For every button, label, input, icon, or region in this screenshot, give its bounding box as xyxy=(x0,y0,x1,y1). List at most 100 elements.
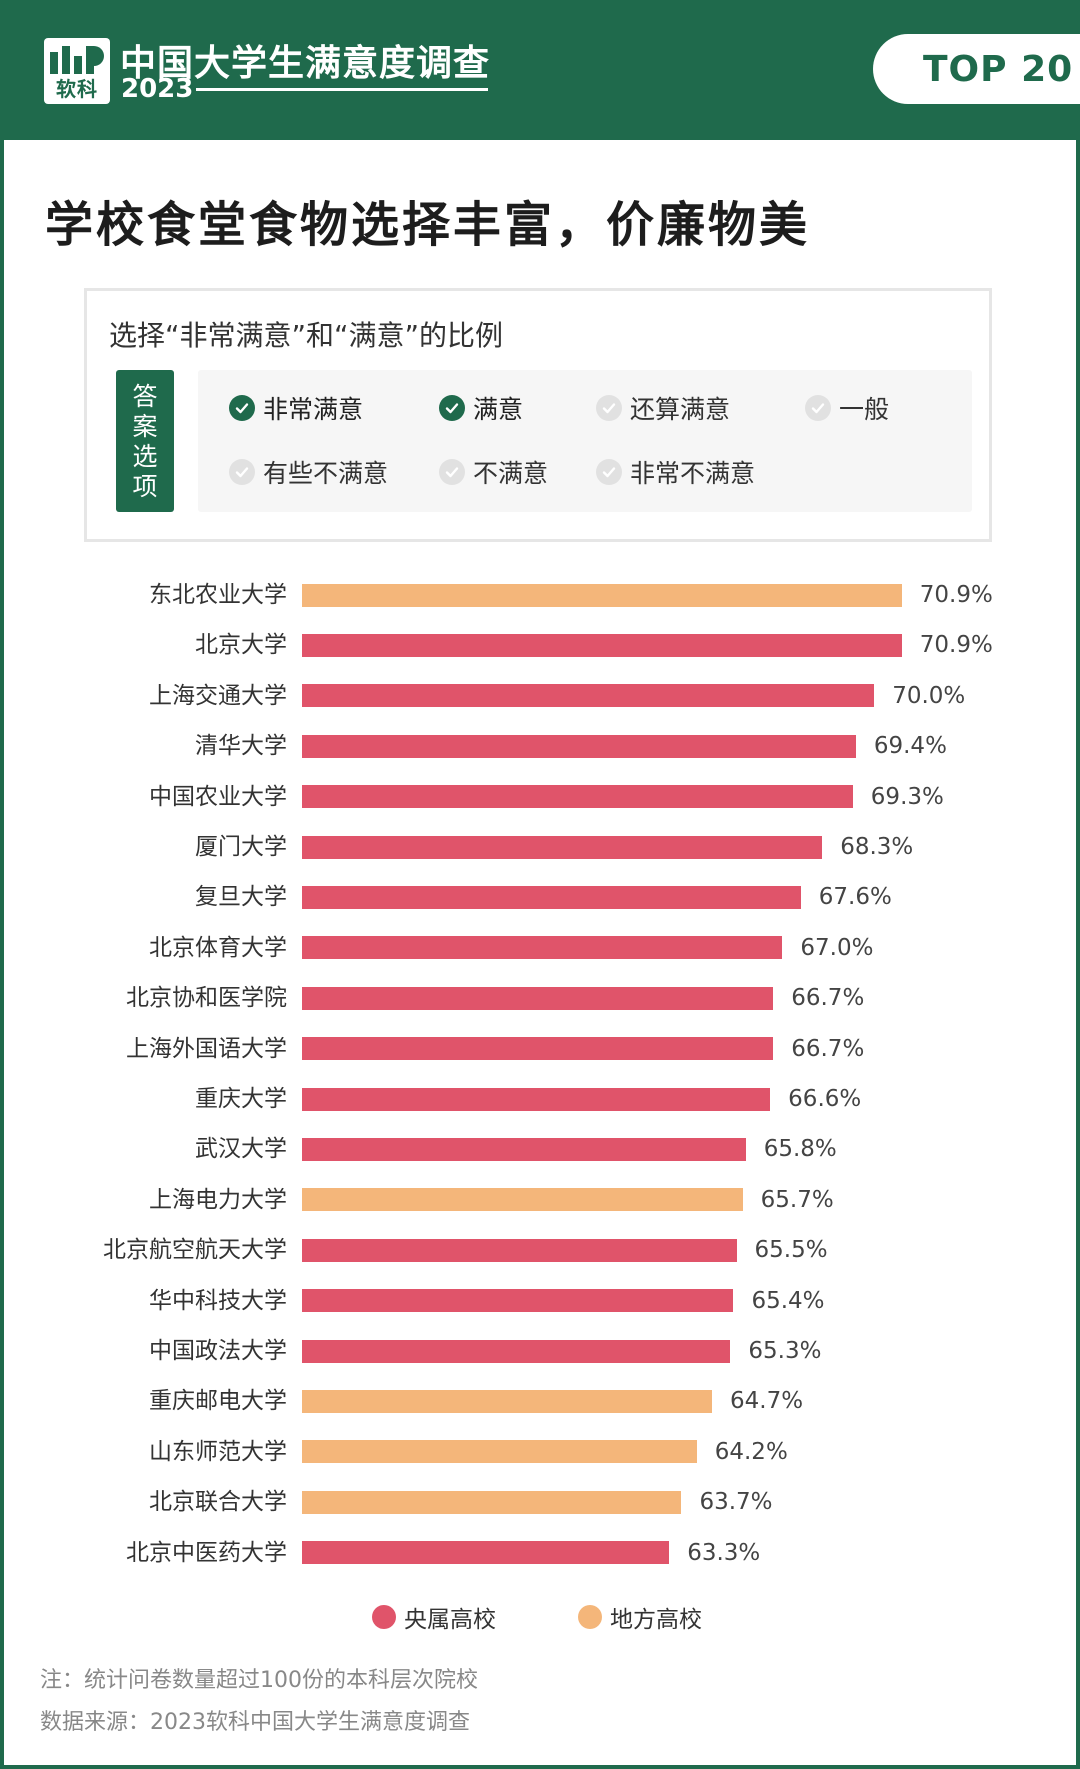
bar xyxy=(302,1188,743,1212)
bar-category-label: 中国政法大学 xyxy=(149,1338,287,1364)
bar-value-label: 67.6% xyxy=(818,884,892,911)
bar xyxy=(302,885,801,909)
bar-value-label: 64.2% xyxy=(714,1438,788,1465)
bar-value-label: 68.3% xyxy=(840,834,914,860)
bar xyxy=(302,1238,737,1262)
option-label: 满意 xyxy=(473,395,524,424)
bar-category-label: 重庆大学 xyxy=(195,1086,287,1112)
answer-options-tag: 答 案 选 项 xyxy=(116,370,174,512)
bar-value-label: 63.7% xyxy=(699,1489,773,1516)
header: 软科 中国大学生满意度调查 2023 TOP 20 xyxy=(0,0,1080,140)
check-circle-icon xyxy=(596,395,622,421)
option-fairly-satisfied: 还算满意 xyxy=(596,390,730,426)
bar-value-label: 63.3% xyxy=(687,1539,761,1566)
bar-value-label: 66.7% xyxy=(791,1035,865,1062)
bar-category-label: 武汉大学 xyxy=(195,1136,287,1163)
options-title: 选择“非常满意”和“满意”的比例 xyxy=(109,319,504,352)
top-badge-label: TOP 20 xyxy=(923,49,1074,90)
bar-value-label: 69.3% xyxy=(870,783,944,810)
bar-category-label: 上海电力大学 xyxy=(149,1186,287,1213)
bar-value-label: 70.9% xyxy=(919,632,993,659)
footnote: 注：统计问卷数量超过100份的本科层次院校 xyxy=(40,1668,478,1693)
tag-char: 答 xyxy=(132,382,158,411)
bar-category-label: 上海交通大学 xyxy=(149,682,287,709)
option-very-dissatisfied: 非常不满意 xyxy=(596,454,755,490)
bar-category-label: 上海外国语大学 xyxy=(126,1035,287,1062)
bar-category-label: 清华大学 xyxy=(195,733,287,760)
logo-text: 软科 xyxy=(56,77,98,101)
option-satisfied: 满意 xyxy=(439,390,523,426)
legend-item-central: 央属高校 xyxy=(372,1600,496,1634)
bar xyxy=(302,1490,682,1514)
bar-value-label: 65.7% xyxy=(760,1186,834,1213)
bar-chart: 东北农业大学 70.9% 北京大学 70.9% 上海交通大学 70.0% 清华大学 69.4%… xyxy=(4,140,1076,1765)
legend-swatch-local xyxy=(578,1605,602,1629)
bar-category-label: 厦门大学 xyxy=(195,834,287,860)
bar-category-label: 东北农业大学 xyxy=(149,582,287,608)
bar-category-label: 华中科技大学 xyxy=(149,1287,287,1314)
page-title: 学校食堂食物选择丰富，价廉物美 xyxy=(45,197,811,253)
check-circle-icon xyxy=(805,395,831,421)
tag-char: 案 xyxy=(132,412,158,441)
bar xyxy=(302,1289,734,1313)
bar-value-label: 64.7% xyxy=(730,1388,804,1415)
survey-title: 中国大学生满意度调查 xyxy=(120,43,491,84)
legend-item-local: 地方高校 xyxy=(578,1600,702,1634)
bar xyxy=(302,936,783,960)
bar xyxy=(302,785,853,809)
bar-value-label: 66.7% xyxy=(791,985,865,1012)
bar xyxy=(302,986,774,1010)
bar-value-label: 67.0% xyxy=(800,934,874,961)
bar xyxy=(302,583,902,607)
content-card: 学校食堂食物选择丰富，价廉物美 选择“非常满意”和“满意”的比例 答 案 选 项… xyxy=(4,140,1076,1765)
option-label: 一般 xyxy=(839,395,890,424)
bar-value-label: 70.9% xyxy=(919,582,993,608)
option-somewhat-dissatisfied: 有些不满意 xyxy=(229,454,388,490)
bar-value-label: 66.6% xyxy=(788,1086,862,1112)
check-circle-icon xyxy=(439,395,465,421)
bar xyxy=(302,1087,771,1111)
bar-value-label: 65.5% xyxy=(754,1237,828,1264)
bar-value-label: 70.0% xyxy=(892,682,966,709)
bar xyxy=(302,1137,746,1161)
bar-category-label: 北京体育大学 xyxy=(149,934,287,961)
option-label: 非常满意 xyxy=(263,395,364,424)
bar xyxy=(302,734,856,758)
tag-char: 项 xyxy=(132,472,158,501)
shanghairanking-logo xyxy=(44,38,110,104)
bar-category-label: 北京航空航天大学 xyxy=(103,1237,287,1264)
data-source: 数据来源：2023软科中国大学生满意度调查 xyxy=(40,1710,470,1735)
bar-value-label: 65.3% xyxy=(748,1338,822,1364)
bar xyxy=(302,684,875,708)
bar xyxy=(302,1339,731,1363)
bar-value-label: 69.4% xyxy=(873,733,947,760)
bar-category-label: 北京联合大学 xyxy=(149,1489,287,1516)
answer-options-box: 选择“非常满意”和“满意”的比例 答 案 选 项 非常满意 满意 还算满意 一般 xyxy=(84,288,992,542)
bar-category-label: 北京协和医学院 xyxy=(126,985,287,1012)
tag-char: 选 xyxy=(132,442,158,471)
legend-swatch-central xyxy=(372,1605,396,1629)
bar xyxy=(302,1440,697,1464)
option-label: 有些不满意 xyxy=(263,459,389,488)
check-circle-icon xyxy=(439,459,465,485)
option-neutral: 一般 xyxy=(805,390,889,426)
options-panel: 非常满意 满意 还算满意 一般 有些不满意 不满意 xyxy=(198,370,972,512)
bar xyxy=(302,1541,670,1565)
option-label: 非常不满意 xyxy=(630,459,756,488)
legend-label: 央属高校 xyxy=(404,1607,496,1633)
title-underline xyxy=(196,88,488,91)
bar xyxy=(302,1037,774,1061)
top-badge: TOP 20 xyxy=(873,34,1080,104)
survey-year: 2023 xyxy=(121,74,194,104)
bar-value-label: 65.4% xyxy=(751,1287,825,1314)
option-dissatisfied: 不满意 xyxy=(439,454,548,490)
bar-category-label: 复旦大学 xyxy=(195,884,287,911)
legend-label: 地方高校 xyxy=(610,1607,702,1633)
option-label: 还算满意 xyxy=(630,395,731,424)
bar xyxy=(302,633,902,657)
bar-category-label: 北京大学 xyxy=(195,632,287,659)
bar-category-label: 中国农业大学 xyxy=(149,783,287,810)
option-very-satisfied: 非常满意 xyxy=(229,390,363,426)
bar xyxy=(302,835,823,859)
check-circle-icon xyxy=(229,395,255,421)
